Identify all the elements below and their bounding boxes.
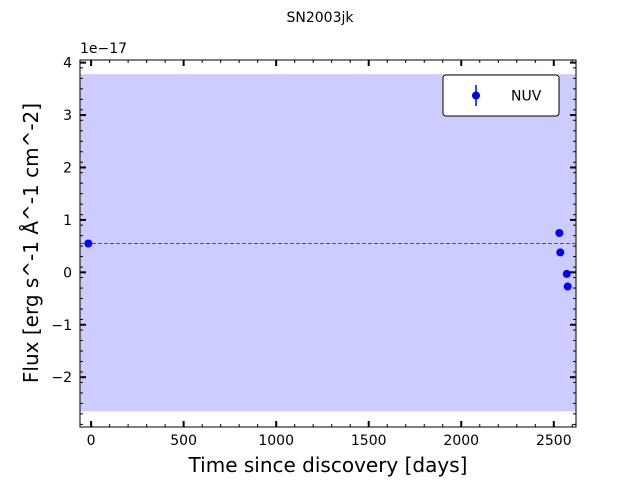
data-point [555,229,564,238]
data-point [556,248,565,257]
data-point [562,269,571,278]
data-point [563,282,572,291]
legend-marker-icon [472,91,480,100]
y-tick-label: −2 [51,370,72,386]
x-tick-label: 2500 [536,433,572,449]
plot-frame [79,59,577,428]
y-tick-label: 2 [63,160,72,176]
y-tick-label: 0 [63,265,72,281]
x-axis-ticks: 0 500 1000 1500 2000 2500 [87,60,573,449]
data-point [84,239,93,248]
x-tick-label: 0 [87,433,96,449]
y-offset-label: 1e−17 [80,41,127,57]
y-axis-label: Flux [erg s^-1 Å^-1 cm^-2] [19,103,43,383]
legend: NUV [442,74,560,117]
x-tick-label: 500 [170,433,197,449]
chart-title: SN2003jk [287,10,355,26]
y-tick-label: 3 [63,108,72,124]
legend-label-nuv: NUV [511,89,542,105]
y-tick-label: 4 [63,56,72,72]
x-tick-label: 2000 [443,433,479,449]
flux-range-band [80,74,576,412]
x-tick-label: 1000 [258,433,294,449]
x-tick-label: 1500 [351,433,387,449]
y-tick-label: 1 [63,213,72,229]
legend-box [442,74,560,117]
x-axis-label: Time since discovery [days] [188,453,468,477]
y-tick-label: −1 [51,318,72,334]
data-points [84,229,572,291]
